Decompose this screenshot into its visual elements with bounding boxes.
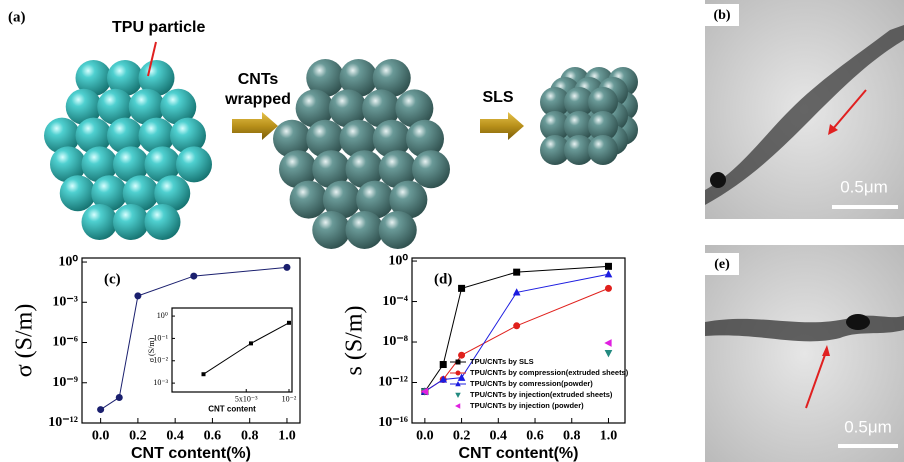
y-tick-label: 10⁻⁶: [52, 335, 78, 350]
marker: [604, 339, 611, 347]
marker: [134, 292, 141, 299]
y-tick-label: 10⁻³: [153, 378, 168, 387]
x-tick-label: 0.2: [453, 429, 471, 444]
step-label: wrapped: [224, 91, 291, 108]
y-tick-label: 10⁻⁴: [382, 294, 408, 309]
panel-label: (b): [713, 8, 730, 23]
panel-label: (e): [714, 257, 730, 272]
y-axis-label: σ (S/m): [12, 304, 38, 378]
legend-label: TPU/CNTs by SLS: [470, 357, 534, 366]
figure: (a) TPU particle CNTs wrapped SLS (b) 0.…: [0, 0, 904, 462]
marker: [97, 406, 104, 413]
marker: [287, 321, 291, 325]
micrograph: (e) 0.5μm: [705, 245, 904, 462]
y-axis-label: s (S/m): [342, 305, 368, 375]
marker: [605, 270, 613, 277]
y-tick-label: 10⁰: [388, 253, 408, 268]
y-tick-label: 10⁻¹²: [48, 415, 78, 430]
y-tick-label: 10⁻¹⁶: [378, 415, 408, 430]
wrapped-cluster: [273, 59, 450, 249]
legend-label: TPU/CNTs by injection (powder): [470, 401, 584, 410]
x-tick-label: 5x10⁻³: [235, 394, 258, 403]
legend-label: TPU/CNTs by comression(powder): [470, 379, 593, 388]
y-tick-label: 10⁻³: [52, 294, 78, 309]
y-tick-label: 10⁻¹²: [378, 375, 408, 390]
sphere: [113, 204, 149, 240]
sphere: [346, 211, 384, 249]
micrograph: (b) 0.5μm: [705, 0, 904, 219]
particle-label: TPU particle: [112, 19, 205, 36]
panel-label: (c): [104, 271, 121, 287]
x-tick-label: 0.2: [129, 429, 147, 444]
y-tick-label: 10⁰: [58, 254, 78, 269]
sphere: [412, 150, 450, 188]
legend-marker: [455, 393, 461, 398]
sphere: [588, 135, 618, 165]
x-axis-label: CNT content: [208, 405, 256, 414]
x-tick-label: 0.4: [490, 429, 508, 444]
x-tick-label: 10⁻²: [282, 394, 297, 403]
x-tick-label: 0.0: [92, 429, 110, 444]
x-tick-label: 0.8: [563, 429, 581, 444]
sphere: [290, 181, 328, 219]
legend-marker: [456, 371, 461, 376]
marker: [116, 394, 123, 401]
y-tick-label: 10⁻⁹: [52, 375, 78, 390]
legend-label: TPU/CNTs by compression(extruded sheets): [470, 368, 629, 377]
plot-frame: [172, 308, 292, 392]
sphere: [379, 211, 417, 249]
series-line: [204, 323, 289, 374]
x-tick-label: 0.6: [526, 429, 544, 444]
sphere: [176, 146, 212, 182]
marker: [605, 285, 612, 292]
arrow: [232, 112, 278, 140]
sphere: [312, 211, 350, 249]
marker: [249, 341, 253, 345]
scale-label: 0.5μm: [840, 177, 888, 196]
x-tick-label: 0.6: [204, 429, 222, 444]
legend-marker: [455, 403, 460, 409]
step-label: CNTs: [238, 71, 279, 88]
marker: [190, 273, 197, 280]
marker: [440, 361, 447, 368]
marker: [458, 285, 465, 292]
marker: [513, 322, 520, 329]
tpu-cluster: [44, 60, 212, 240]
scale-label: 0.5μm: [844, 417, 892, 436]
marker: [202, 372, 206, 376]
y-tick-label: 10⁰: [157, 311, 168, 320]
x-axis-label: CNT content(%): [131, 445, 251, 462]
marker: [283, 264, 290, 271]
marker: [458, 352, 465, 359]
x-tick-label: 1.0: [600, 429, 618, 444]
sintered-cube: [540, 67, 638, 165]
marker: [605, 263, 612, 270]
panel-label: (a): [8, 9, 26, 25]
legend-label: TPU/CNTs by injection(extruded sheets): [470, 390, 613, 399]
arrow: [480, 112, 524, 140]
sphere: [82, 204, 118, 240]
sphere: [60, 175, 96, 211]
y-axis-label: σ (S/m): [147, 337, 156, 362]
sphere: [145, 204, 181, 240]
y-tick-label: 10⁻⁸: [382, 334, 408, 349]
x-tick-label: 0.8: [241, 429, 259, 444]
x-axis-label: CNT content(%): [459, 445, 579, 462]
x-tick-label: 0.0: [416, 429, 434, 444]
marker: [513, 269, 520, 276]
marker: [605, 350, 613, 357]
step-label: SLS: [482, 89, 513, 106]
x-tick-label: 1.0: [278, 429, 296, 444]
legend-marker: [456, 360, 461, 365]
x-tick-label: 0.4: [166, 429, 184, 444]
panel-label: (d): [434, 271, 452, 287]
